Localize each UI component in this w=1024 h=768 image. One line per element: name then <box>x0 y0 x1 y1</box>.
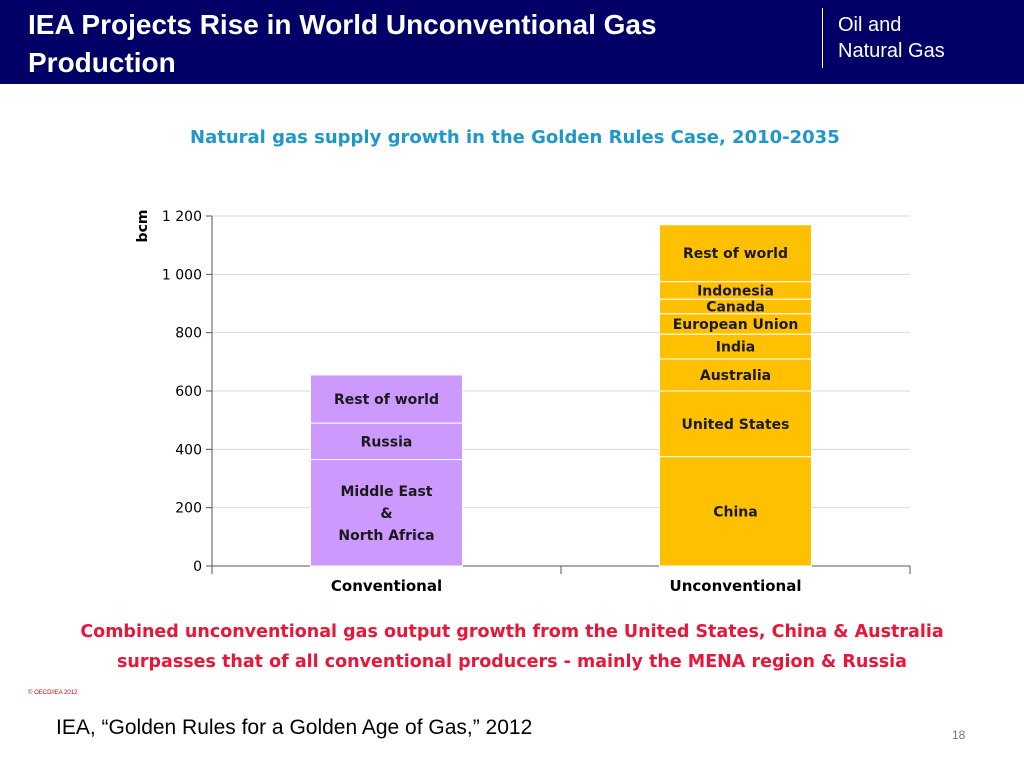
bar-segment <box>310 374 463 424</box>
bar-segment-label: India <box>716 340 755 356</box>
bar-segment-label: Australia <box>700 368 771 384</box>
y-tick-label: 400 <box>175 442 202 458</box>
x-category-label: Conventional <box>331 577 442 595</box>
y-tick-label: 200 <box>175 501 202 517</box>
bar-segment-label: United States <box>682 417 790 433</box>
slide-title: IEA Projects Rise in World Unconventiona… <box>28 9 657 78</box>
x-category-label: Unconventional <box>670 577 802 595</box>
bar-segment <box>310 459 463 567</box>
bar-segment <box>310 422 463 461</box>
header-divider <box>822 8 823 68</box>
bar-segment <box>659 456 812 567</box>
copyright-notice: © OECD/IEA 2012 <box>28 690 78 696</box>
slide-header <box>0 0 1024 84</box>
bar-segment-label: Rest of world <box>683 246 788 262</box>
bar-segment <box>659 358 812 392</box>
bar-segment-label: Middle East <box>341 484 433 500</box>
y-tick-label: 800 <box>175 326 202 342</box>
brand-line-1: Oil and <box>838 14 902 36</box>
caption-line-2: surpasses that of all conventional produ… <box>117 652 907 672</box>
bar-segment <box>659 390 812 458</box>
source-citation: IEA, “Golden Rules for a Golden Age of G… <box>56 716 533 739</box>
header-brand: Oil and Natural Gas <box>838 12 945 64</box>
brand-line-2: Natural Gas <box>838 40 945 62</box>
bar-segment <box>659 333 812 360</box>
caption-line-1: Combined unconventional gas output growt… <box>80 622 944 642</box>
chart-title: Natural gas supply growth in the Golden … <box>190 127 840 148</box>
bar-segment-label: European Union <box>673 317 799 333</box>
bar-segment <box>659 224 812 283</box>
chart-caption: Combined unconventional gas output growt… <box>0 617 1024 677</box>
y-tick-label: 1 000 <box>162 267 202 283</box>
y-tick-label: 0 <box>193 559 202 575</box>
bar-segment-label: China <box>713 504 757 520</box>
bar-segment-label: Russia <box>361 434 413 450</box>
page-number: 18 <box>952 728 966 742</box>
y-tick-label: 600 <box>175 384 202 400</box>
bar-segment-label: Indonesia <box>697 283 774 299</box>
bar-segment-label: & <box>380 506 392 522</box>
bar-segment-label: Rest of world <box>334 392 439 408</box>
y-axis-label: bcm <box>135 210 151 243</box>
y-tick-label: 1 200 <box>162 209 202 225</box>
bar-segment-label: Canada <box>706 299 765 315</box>
bar-segment-label: North Africa <box>338 528 434 544</box>
